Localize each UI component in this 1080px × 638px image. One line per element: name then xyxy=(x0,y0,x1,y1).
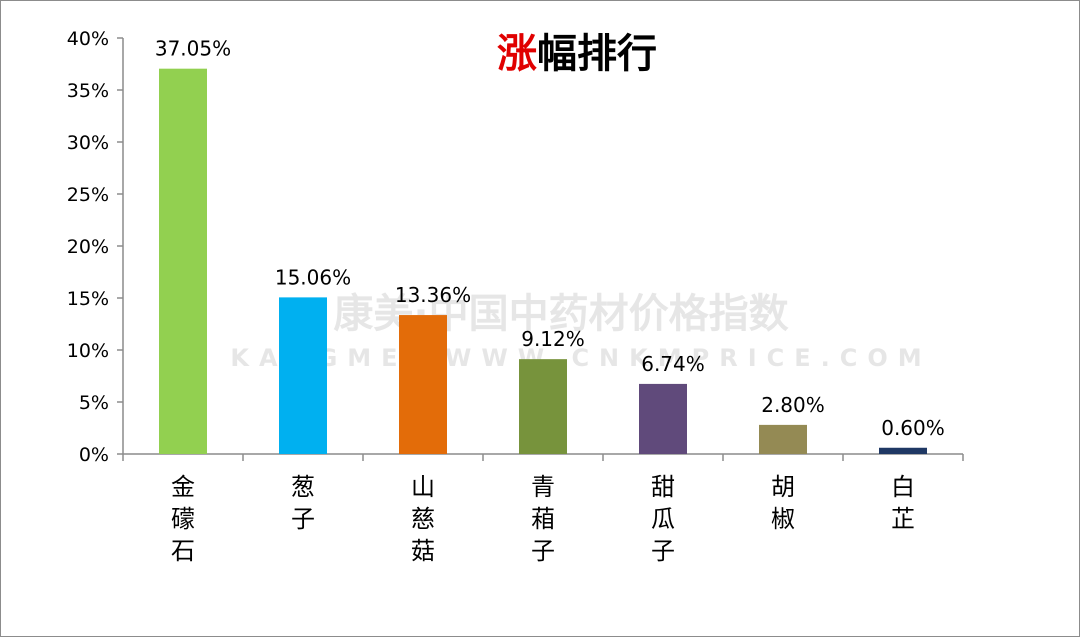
bars xyxy=(159,68,927,455)
bar xyxy=(279,297,327,454)
x-tick-label: 金礞石 xyxy=(171,473,195,565)
y-tick-label: 15% xyxy=(67,288,109,310)
y-tick-label: 20% xyxy=(67,236,109,258)
y-tick-label: 0% xyxy=(79,444,109,466)
data-label: 9.12% xyxy=(521,327,585,351)
labels: 37.05% 金礞石 15.06% 葱子 13.36% 山慈菇 9.12% 青葙子 6.74% 甜… xyxy=(155,37,945,565)
bar xyxy=(639,383,687,454)
x-tick-label: 胡椒 xyxy=(771,473,795,533)
chart-title: 涨幅排行 xyxy=(497,31,657,77)
data-label: 37.05% xyxy=(155,37,231,61)
data-label: 15.06% xyxy=(275,265,351,289)
y-tick-label: 10% xyxy=(67,340,109,362)
data-label: 13.36% xyxy=(395,283,471,307)
x-tick-label: 葱子 xyxy=(291,473,315,533)
watermark-line2: KANGMEI WWW.CNKMPRICE.COM xyxy=(230,344,931,372)
y-tick-label: 40% xyxy=(67,28,109,50)
y-tick-label: 25% xyxy=(67,184,109,206)
title-rest: 幅排行 xyxy=(537,31,657,77)
data-label: 6.74% xyxy=(641,352,705,376)
axes: 0% 5% 10% 15% 20% 25% 30% 35% 40% xyxy=(67,28,964,466)
x-tick-label: 青葙子 xyxy=(531,473,555,565)
data-label: 0.60% xyxy=(881,416,945,440)
bar xyxy=(519,359,567,454)
y-tick-label: 30% xyxy=(67,132,109,154)
x-tick-label: 山慈菇 xyxy=(411,473,435,565)
x-tick-label: 甜瓜子 xyxy=(651,473,675,565)
bar xyxy=(879,447,927,454)
title-accent: 涨 xyxy=(497,31,537,77)
y-tick-label: 35% xyxy=(67,80,109,102)
y-tick-label: 5% xyxy=(79,392,109,414)
bar xyxy=(399,315,447,454)
bar xyxy=(759,424,807,454)
x-tick-label: 白芷 xyxy=(891,473,915,533)
bar xyxy=(159,68,207,455)
data-label: 2.80% xyxy=(761,393,825,417)
